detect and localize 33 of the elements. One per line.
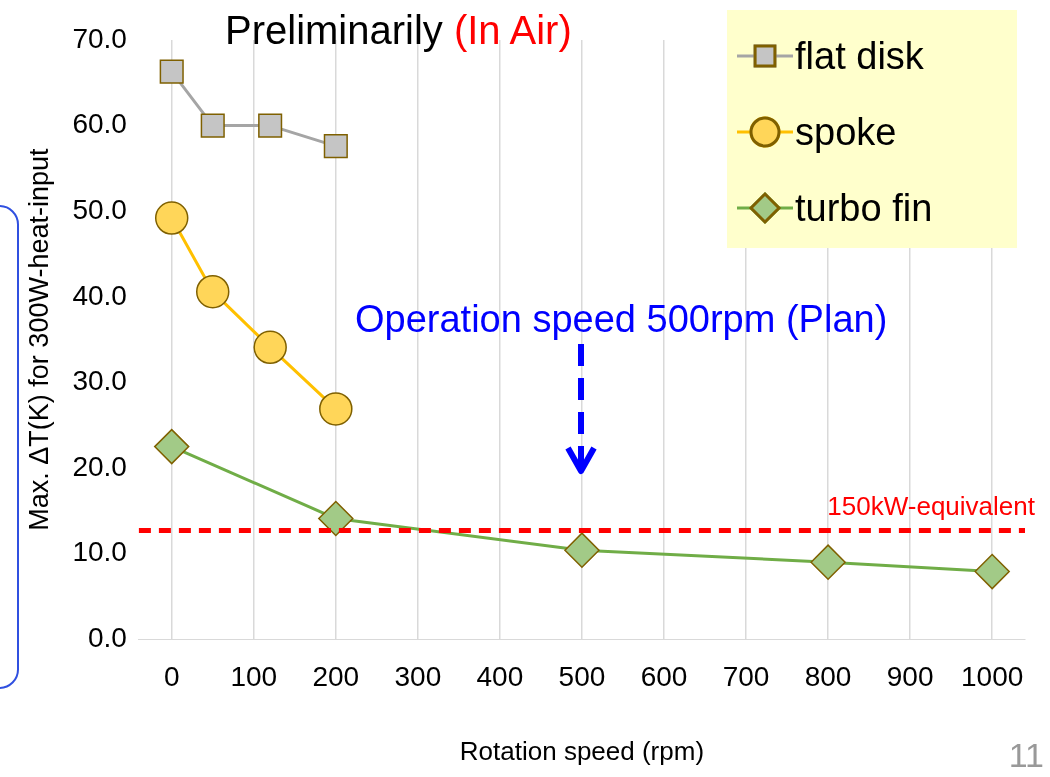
- point: [200, 113, 225, 138]
- x-tick-label: 500: [558, 660, 606, 692]
- point: [159, 59, 184, 84]
- x-tick-label: 300: [394, 660, 442, 692]
- y-tick-label: 10.0: [72, 536, 127, 568]
- x-tick-label: 600: [640, 660, 688, 692]
- chart-title: Preliminarily: [225, 8, 443, 52]
- x-tick-label: 900: [886, 660, 934, 692]
- text: 11: [1008, 736, 1044, 775]
- y-axis-title: Max. ΔT(K) for 300W-heat-input: [23, 148, 54, 531]
- y-tick-label: 70.0: [72, 22, 127, 54]
- ref-line-label: 150kW-equivalent: [827, 490, 1036, 521]
- annotation: Operation speed 500rpm (Plan): [355, 298, 888, 341]
- legend-label: spoke: [795, 110, 897, 154]
- x-tick-label: 100: [230, 660, 278, 692]
- x-tick-label: 400: [476, 660, 524, 692]
- x-tick-label: 1000: [961, 660, 1024, 692]
- x-tick-label: 200: [312, 660, 360, 692]
- chart-subtitle: (In Air): [453, 8, 572, 52]
- point: [258, 113, 283, 138]
- y-tick-label: 60.0: [72, 108, 127, 140]
- y-tick-label: 20.0: [72, 450, 127, 482]
- point: [323, 134, 348, 159]
- y-tick-label: 50.0: [72, 193, 127, 225]
- x-axis-title: Rotation speed (rpm): [459, 735, 705, 766]
- x-tick-label: 700: [722, 660, 770, 692]
- legend-label: turbo fin: [795, 186, 933, 230]
- y-tick-label: 40.0: [72, 279, 127, 311]
- legend-label: flat disk: [795, 34, 924, 78]
- y-tick-label: 0.0: [87, 621, 127, 653]
- x-tick-label: 800: [804, 660, 852, 692]
- x-tick-label: 0: [163, 660, 180, 692]
- y-tick-label: 30.0: [72, 365, 127, 397]
